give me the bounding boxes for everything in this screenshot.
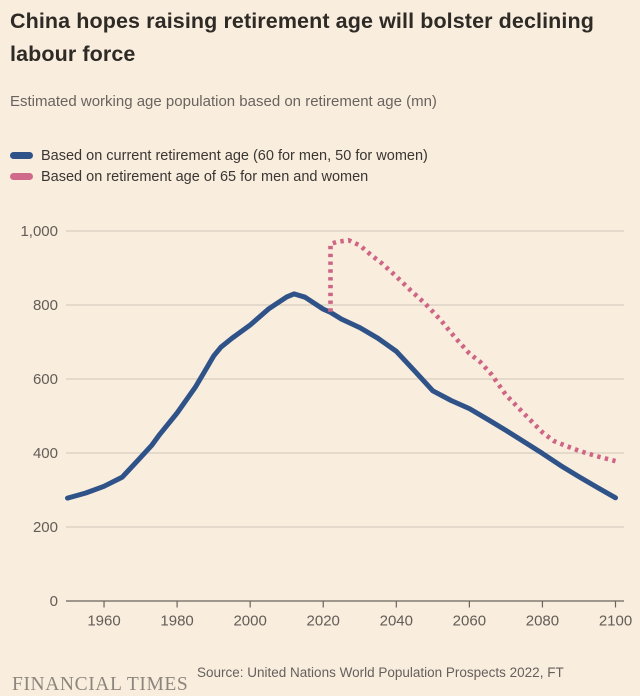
legend-label-age65: Based on retirement age of 65 for men an… xyxy=(41,168,369,185)
chart-subtitle: Estimated working age population based o… xyxy=(10,93,437,110)
legend-item-current: Based on current retirement age (60 for … xyxy=(10,145,428,166)
x-axis-label: 2020 xyxy=(307,613,340,630)
legend-label-current: Based on current retirement age (60 for … xyxy=(41,147,428,164)
x-axis-label: 2100 xyxy=(599,613,632,630)
x-axis-label: 2040 xyxy=(380,613,413,630)
source-text: Source: United Nations World Population … xyxy=(197,665,564,680)
x-axis-label: 2060 xyxy=(453,613,486,630)
x-axis-label: 1980 xyxy=(160,613,193,630)
y-axis-label: 0 xyxy=(50,593,58,610)
x-axis-label: 2080 xyxy=(526,613,559,630)
legend-item-age65: Based on retirement age of 65 for men an… xyxy=(10,166,428,187)
chart-legend: Based on current retirement age (60 for … xyxy=(10,145,428,187)
y-axis-label: 200 xyxy=(33,519,58,536)
y-axis-label: 400 xyxy=(33,445,58,462)
y-axis-label: 1,000 xyxy=(20,223,58,240)
x-axis-label: 2000 xyxy=(233,613,266,630)
page-title: China hopes raising retirement age will … xyxy=(10,9,594,66)
series-line-age65 xyxy=(328,238,617,464)
legend-swatch-current-icon xyxy=(10,152,33,159)
legend-swatch-age65-icon xyxy=(10,173,33,180)
ft-logo: FINANCIAL TIMES xyxy=(12,674,189,695)
y-axis-label: 600 xyxy=(33,371,58,388)
series-line-current xyxy=(65,291,618,501)
x-axis-label: 1960 xyxy=(87,613,120,630)
chart: 0 200 400 600 800 1,000 1960 1980 2000 2020 2040 20… xyxy=(20,223,632,630)
y-axis-label: 800 xyxy=(33,297,58,314)
